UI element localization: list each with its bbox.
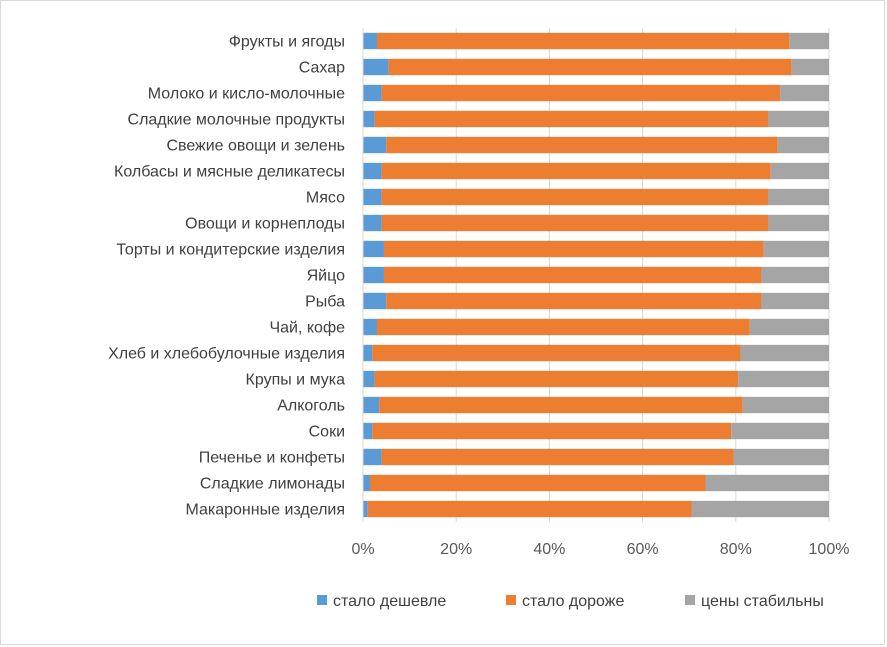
bar-segment-1	[363, 344, 373, 362]
category-label: Колбасы и мясные деликатесы	[114, 164, 345, 181]
category-label: Мясо	[306, 190, 345, 207]
bar-segment-3	[738, 370, 829, 388]
category-label: Овощи и корнеплоды	[185, 216, 345, 233]
x-tick-label: 40%	[533, 541, 565, 558]
bar-segment-3	[705, 474, 829, 492]
bar-segment-1	[363, 448, 382, 466]
x-tick-label: 0%	[351, 541, 374, 558]
legend-label: стало дешевле	[333, 593, 446, 610]
bar-segment-2	[376, 318, 750, 336]
bar-segment-2	[381, 162, 771, 180]
category-label: Крупы и мука	[246, 372, 346, 389]
bar-segment-3	[777, 136, 829, 154]
bar-segment-3	[761, 266, 829, 284]
bar-segment-2	[381, 214, 769, 232]
category-label: Молоко и кисло-молочные	[148, 86, 345, 103]
x-tick-label: 100%	[809, 541, 850, 558]
bar-segment-1	[363, 162, 382, 180]
bar-segment-3	[770, 162, 829, 180]
legend-swatch	[317, 595, 327, 605]
bar-segment-1	[363, 266, 384, 284]
category-label: Макаронные изделия	[185, 502, 345, 519]
category-label: Яйцо	[307, 268, 345, 285]
bar-segment-3	[691, 500, 829, 518]
bar-segment-3	[742, 396, 829, 414]
bar-segment-1	[363, 396, 380, 414]
bar-segment-1	[363, 58, 389, 76]
bar-segment-3	[761, 292, 829, 310]
bar-segment-2	[386, 292, 762, 310]
x-tick-label: 80%	[720, 541, 752, 558]
bar-segment-1	[363, 110, 375, 128]
bar-segment-1	[363, 370, 375, 388]
bar-segment-3	[768, 110, 829, 128]
bar-segment-2	[383, 266, 762, 284]
category-label: Чай, кофе	[269, 320, 345, 337]
category-label: Рыба	[305, 294, 345, 311]
bar-segment-2	[381, 84, 781, 102]
category-label: Хлеб и хлебобулочные изделия	[108, 346, 345, 363]
category-label: Сладкие лимонады	[200, 476, 345, 493]
bar-segment-2	[381, 448, 734, 466]
bar-segment-3	[780, 84, 829, 102]
bar-segment-1	[363, 188, 382, 206]
bar-segment-2	[372, 422, 732, 440]
bar-segment-1	[363, 136, 387, 154]
bar-segment-2	[388, 58, 792, 76]
bar-segment-2	[386, 136, 778, 154]
bar-segment-3	[791, 58, 829, 76]
x-tick-label: 60%	[627, 541, 659, 558]
bar-segment-1	[363, 32, 377, 50]
bar-segment-3	[731, 422, 829, 440]
bar-segment-1	[363, 318, 377, 336]
bar-segment-2	[374, 110, 769, 128]
bar-segment-3	[763, 240, 829, 258]
bar-segment-1	[363, 500, 368, 518]
bar-segment-1	[363, 422, 373, 440]
legend-label: цены стабильны	[701, 593, 824, 610]
bar-segment-2	[372, 344, 741, 362]
bar-segment-3	[749, 318, 829, 336]
category-label: Алкоголь	[277, 398, 345, 415]
legend-swatch	[685, 595, 695, 605]
bar-segment-2	[367, 500, 692, 518]
x-tick-label: 20%	[440, 541, 472, 558]
category-label: Свежие овощи и зелень	[166, 138, 345, 155]
bar-segment-3	[768, 188, 829, 206]
bar-segment-2	[379, 396, 743, 414]
bar-segment-1	[363, 474, 370, 492]
legend-swatch	[506, 595, 516, 605]
bar-segment-2	[374, 370, 739, 388]
bar-segment-2	[376, 32, 790, 50]
category-label: Печенье и конфеты	[199, 450, 345, 467]
bar-segment-3	[768, 214, 829, 232]
category-label: Сладкие молочные продукты	[128, 112, 345, 129]
bar-segment-2	[381, 188, 769, 206]
bar-segment-3	[740, 344, 829, 362]
bar-segment-1	[363, 84, 382, 102]
category-label: Сахар	[299, 60, 345, 77]
legend-label: стало дороже	[522, 593, 624, 610]
bar-segment-1	[363, 240, 384, 258]
bar-segment-3	[733, 448, 829, 466]
category-label: Соки	[309, 424, 345, 441]
bar-segment-1	[363, 214, 382, 232]
bar-segment-1	[363, 292, 387, 310]
bar-segment-2	[369, 474, 706, 492]
bar-segment-2	[383, 240, 764, 258]
category-label: Торты и кондитерские изделия	[116, 242, 345, 259]
category-label: Фрукты и ягоды	[229, 34, 345, 51]
bar-segment-3	[789, 32, 829, 50]
